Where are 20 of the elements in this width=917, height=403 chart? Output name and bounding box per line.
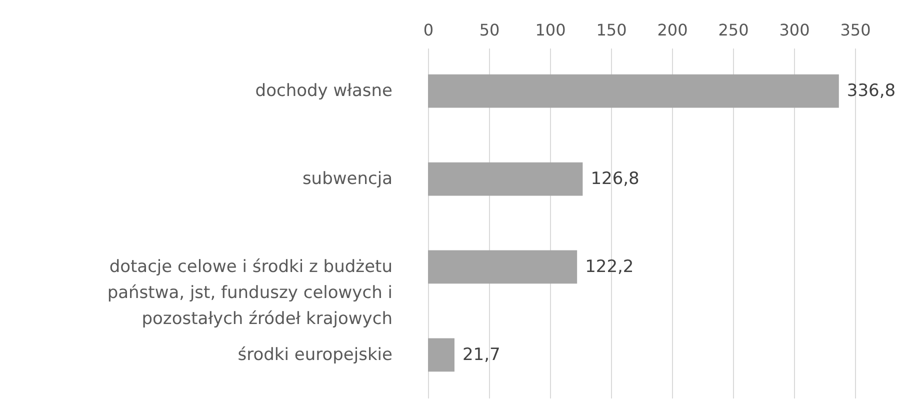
x-tick-label: 250 [718,20,749,40]
x-tick-label: 350 [840,20,871,40]
data-label: 336,8 [846,81,896,102]
data-label: 21,7 [462,344,500,365]
y-tick-label: dotacje celowe i środki z budżetu państwa, jst, funduszy celowych i pozostałych źródeł krajowych [107,256,392,329]
bar [428,74,839,108]
bar [428,338,454,372]
data-label: 122,2 [585,256,634,277]
bar [428,250,578,284]
x-tick-label: 100 [535,20,566,40]
x-tick-label: 150 [596,20,627,40]
y-tick-label: środki europejskie [238,344,392,365]
x-tick-label: 50 [479,20,500,40]
x-tick-label: 200 [657,20,688,40]
x-tick-label: 0 [423,20,434,40]
y-tick-label: subwencja [302,169,392,190]
x-tick-label: 300 [779,20,810,40]
y-tick-label: dochody własne [255,81,392,102]
bar [428,162,583,196]
data-label: 126,8 [590,169,640,190]
